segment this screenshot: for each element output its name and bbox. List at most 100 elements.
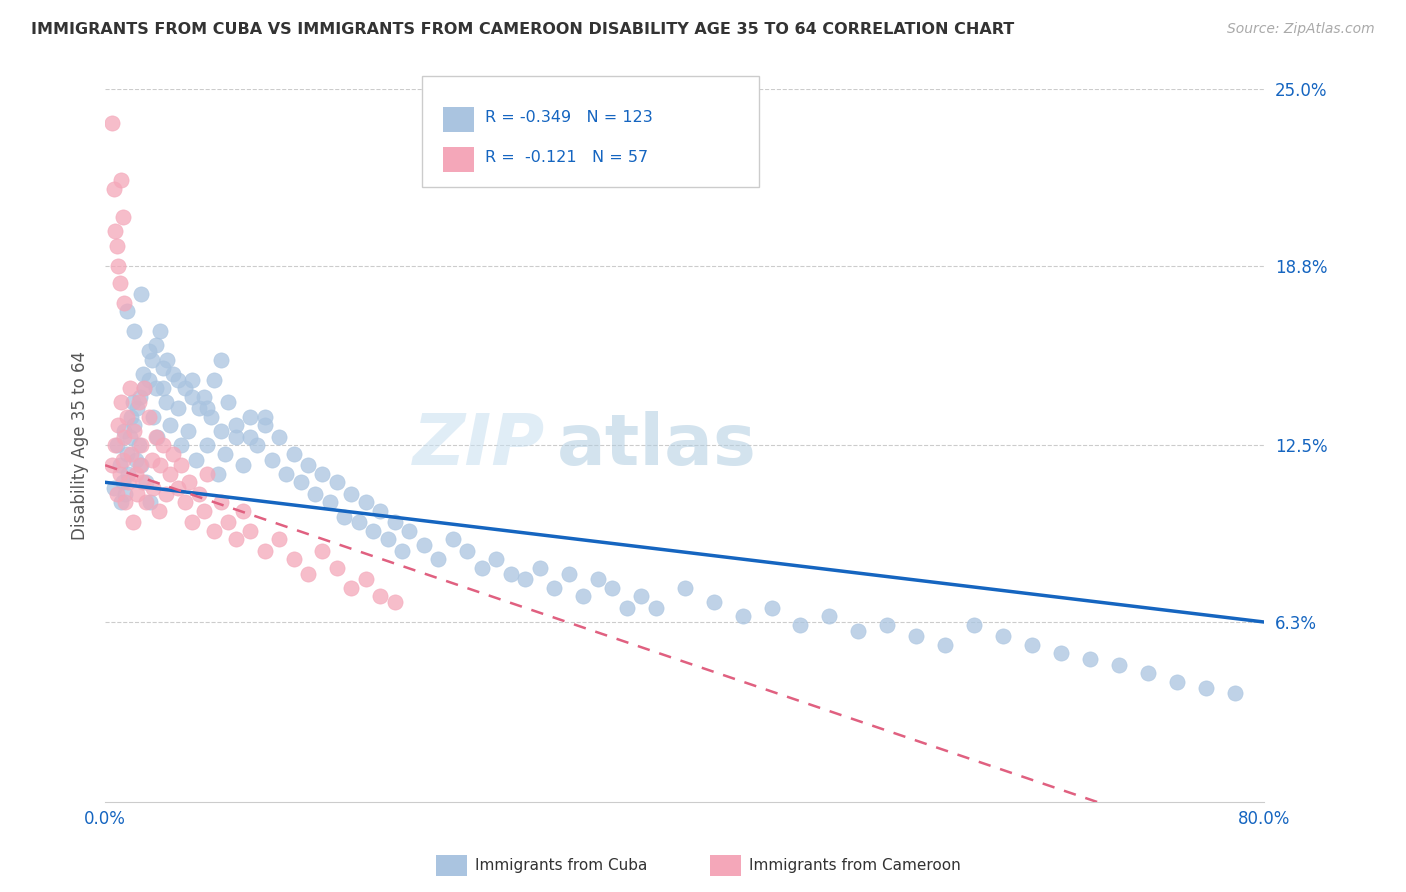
Point	[207, 467, 229, 481]
Point	[142, 409, 165, 424]
Point	[115, 304, 138, 318]
Point	[155, 395, 177, 409]
Point	[427, 552, 450, 566]
Point	[311, 467, 333, 481]
Point	[876, 618, 898, 632]
Point	[111, 452, 134, 467]
Point	[166, 401, 188, 416]
Point	[412, 538, 434, 552]
Text: Immigrants from Cuba: Immigrants from Cuba	[475, 858, 648, 872]
Point	[195, 401, 218, 416]
Point	[118, 430, 141, 444]
Point	[239, 430, 262, 444]
Point	[515, 572, 537, 586]
Point	[195, 467, 218, 481]
Point	[142, 481, 165, 495]
Point	[644, 600, 666, 615]
Point	[129, 390, 152, 404]
Point	[145, 381, 167, 395]
Point	[131, 438, 153, 452]
Point	[543, 581, 565, 595]
Point	[107, 259, 129, 273]
Point	[103, 481, 125, 495]
Point	[202, 373, 225, 387]
Point	[124, 467, 146, 481]
Point	[131, 458, 153, 473]
Point	[391, 543, 413, 558]
Point	[146, 430, 169, 444]
Point	[232, 504, 254, 518]
Point	[117, 475, 139, 490]
Point	[673, 581, 696, 595]
Point	[120, 447, 142, 461]
Point	[377, 533, 399, 547]
Point	[148, 504, 170, 518]
Point	[993, 629, 1015, 643]
Point	[456, 543, 478, 558]
Point	[340, 581, 363, 595]
Point	[155, 486, 177, 500]
Point	[384, 515, 406, 529]
Point	[193, 390, 215, 404]
Point	[557, 566, 579, 581]
Point	[122, 418, 145, 433]
Point	[118, 381, 141, 395]
Point	[112, 424, 135, 438]
Text: ZIP: ZIP	[413, 410, 546, 480]
Point	[361, 524, 384, 538]
Point	[111, 475, 134, 490]
Point	[145, 430, 167, 444]
Point	[149, 458, 172, 473]
Point	[139, 495, 162, 509]
Point	[209, 424, 232, 438]
Point	[253, 409, 276, 424]
Point	[159, 467, 181, 481]
Point	[905, 629, 928, 643]
Point	[267, 430, 290, 444]
Point	[104, 438, 127, 452]
Point	[848, 624, 870, 638]
Point	[225, 418, 247, 433]
Point	[304, 486, 326, 500]
Point	[193, 504, 215, 518]
Text: IMMIGRANTS FROM CUBA VS IMMIGRANTS FROM CAMEROON DISABILITY AGE 35 TO 64 CORRELA: IMMIGRANTS FROM CUBA VS IMMIGRANTS FROM …	[31, 22, 1014, 37]
Point	[297, 566, 319, 581]
Point	[122, 324, 145, 338]
Point	[101, 458, 124, 473]
Point	[1108, 657, 1130, 672]
Point	[370, 590, 392, 604]
Point	[239, 409, 262, 424]
Point	[1223, 686, 1246, 700]
Point	[1021, 638, 1043, 652]
Point	[145, 338, 167, 352]
Point	[253, 543, 276, 558]
Point	[630, 590, 652, 604]
Point	[485, 552, 508, 566]
Point	[225, 430, 247, 444]
Point	[121, 395, 143, 409]
Point	[1078, 652, 1101, 666]
Point	[105, 438, 128, 452]
Point	[232, 458, 254, 473]
Point	[107, 418, 129, 433]
Point	[260, 452, 283, 467]
Point	[135, 495, 157, 509]
Point	[114, 495, 136, 509]
Text: R =  -0.121   N = 57: R = -0.121 N = 57	[485, 151, 648, 165]
Point	[132, 367, 155, 381]
Point	[181, 390, 204, 404]
Text: atlas: atlas	[557, 410, 756, 480]
Point	[290, 475, 312, 490]
Point	[319, 495, 342, 509]
Point	[529, 561, 551, 575]
Point	[354, 495, 377, 509]
Point	[110, 395, 132, 409]
Point	[122, 424, 145, 438]
Point	[283, 447, 305, 461]
Point	[347, 515, 370, 529]
Point	[1195, 681, 1218, 695]
Point	[200, 409, 222, 424]
Point	[225, 533, 247, 547]
Point	[731, 609, 754, 624]
Point	[110, 495, 132, 509]
